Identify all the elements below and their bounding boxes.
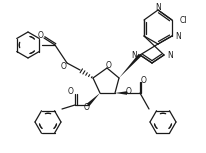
Text: O: O	[38, 30, 44, 39]
Text: O: O	[61, 62, 67, 71]
Text: Cl: Cl	[179, 15, 187, 24]
Polygon shape	[115, 91, 127, 95]
Text: O: O	[68, 88, 74, 97]
Text: O: O	[106, 60, 112, 69]
Text: O: O	[84, 103, 90, 112]
Text: N: N	[155, 2, 161, 11]
Text: N: N	[167, 50, 173, 60]
Text: O: O	[126, 88, 132, 97]
Text: N: N	[175, 32, 181, 41]
Text: N: N	[131, 50, 137, 60]
Polygon shape	[87, 93, 100, 106]
Text: O: O	[141, 75, 147, 84]
Polygon shape	[119, 54, 141, 78]
